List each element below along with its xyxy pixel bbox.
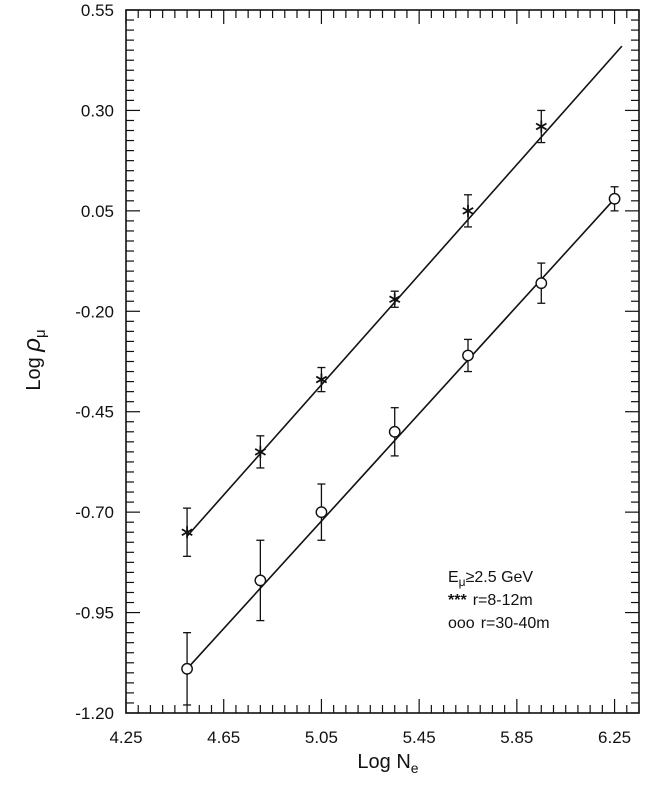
asterisk-stroke [315,375,328,384]
y-tick-label: 0.55 [81,1,114,20]
asterisk-stroke [535,122,547,131]
error-bars [183,109,619,706]
axis-ticks [125,9,640,714]
y-tick-label: -1.20 [75,704,114,723]
fit-line-circle [186,198,616,670]
y-axis-title: Log ρμ [19,329,49,390]
data-point-circle [388,425,401,438]
data-point-asterisk [315,373,328,386]
y-axis-title-subscript: μ [32,329,49,338]
x-tick-label: 5.45 [403,728,436,747]
asterisk-stroke [254,448,267,456]
y-tick-label: -0.20 [75,302,114,321]
data-point-asterisk [462,204,474,217]
data-point-circle [535,277,548,290]
data-markers [181,120,621,675]
asterisk-stroke [181,528,193,537]
data-point-circle [608,192,621,205]
y-tick-label: 0.05 [81,202,114,221]
y-tick-label: 0.30 [81,101,114,120]
legend-energy: Eμ≥2.5 GeV [448,569,533,589]
y-tick-label: -0.95 [75,604,114,623]
x-tick-label: 5.05 [305,728,338,747]
x-tick-label: 4.65 [207,728,240,747]
x-tick-label: 6.25 [598,728,631,747]
y-tick-label: -0.45 [75,403,114,422]
asterisk-stroke [389,295,401,304]
fit-lines [186,45,623,670]
fit-line-asterisk [186,45,623,537]
data-point-asterisk [181,526,193,539]
data-point-circle [181,662,193,675]
x-tick-label: 5.85 [500,728,533,747]
y-tick-label: -0.70 [75,503,114,522]
axis-tick-labels: 4.25 4.65 5.05 5.45 5.85 6.25 0.55 0.30 0.05 -0.2… [75,1,631,747]
data-point-asterisk [389,293,401,306]
asterisk-stroke [462,207,474,215]
data-point-circle [315,506,328,519]
x-axis-title-subscript: e [411,760,419,776]
y-axis-title-rho: ρ [19,338,46,353]
x-axis-title: Log Ne [357,751,418,776]
data-point-asterisk [535,120,547,133]
data-point-circle [254,574,267,587]
plot-frame [125,9,640,714]
data-point-circle [462,349,474,362]
data-point-asterisk [254,445,267,458]
x-tick-label: 4.25 [109,728,142,747]
legend: Eμ≥2.5 GeV *** r=8-12m ooo r=30-40m [448,569,550,632]
legend-entry-circle: ooo r=30-40m [448,615,550,632]
legend-energy-subscript: μ [459,575,466,589]
legend-entry-asterisk: *** r=8-12m [448,592,533,609]
